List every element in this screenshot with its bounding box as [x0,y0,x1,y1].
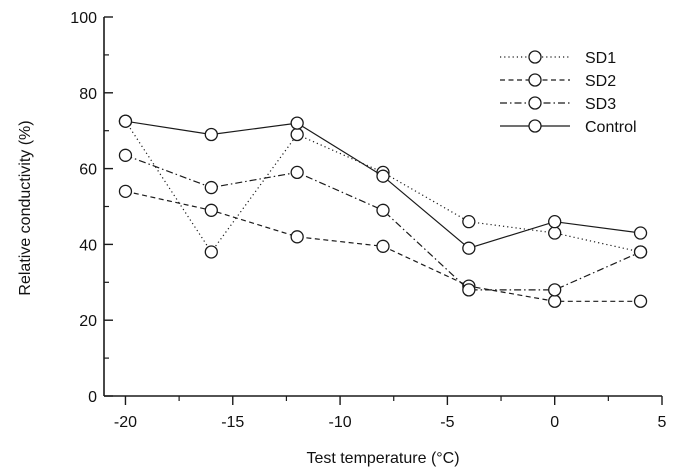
y-tick-label: 20 [79,313,97,330]
legend-marker [528,73,542,87]
legend-item-sd2: SD2 [500,73,616,90]
data-point [548,283,562,297]
data-point [633,245,648,259]
x-axis-ticks: -20 -15 -10 -5 0 5 [114,396,667,431]
y-axis-ticks: 0 20 40 60 80 100 [70,10,113,406]
legend-label: SD2 [585,73,616,90]
x-tick-label: 0 [550,414,559,431]
y-tick-label: 40 [79,237,97,254]
y-tick-label: 0 [88,389,97,406]
x-tick-label: -10 [329,414,352,431]
data-point [633,226,648,240]
data-point [118,184,133,198]
legend-label: SD1 [585,50,616,67]
y-axis-title: Relative conductivity (%) [17,120,34,295]
data-point [290,116,304,130]
legend: SD1 SD2 SD3 Control [500,50,637,136]
data-point [204,245,218,259]
x-tick-label: -15 [221,414,244,431]
x-tick-label: 5 [658,414,667,431]
data-point [548,294,562,308]
series-layer [118,114,648,308]
data-point [290,127,304,142]
legend-item-sd1: SD1 [500,50,616,67]
data-point [548,226,562,240]
series-sd3 [118,148,648,297]
data-point [462,283,476,297]
legend-item-sd3: SD3 [500,96,616,113]
legend-marker [528,96,542,110]
data-point [290,165,304,180]
data-point [376,239,390,253]
x-axis-title: Test temperature (°C) [306,450,459,467]
series-line [124,120,641,254]
series-sd1 [118,114,648,259]
data-point [290,230,304,244]
x-tick-label: -20 [114,414,137,431]
data-point [204,180,218,195]
x-tick-label: -5 [440,414,454,431]
data-point [118,148,133,162]
data-point [204,203,218,217]
data-point [462,241,476,255]
data-point [548,215,562,229]
y-tick-label: 80 [79,86,97,103]
data-point [462,215,476,229]
data-point [118,114,133,128]
legend-marker [528,119,542,133]
data-point [376,169,390,183]
legend-item-control: Control [500,119,637,136]
data-point [633,294,648,308]
series-control [118,114,648,255]
y-tick-label: 100 [70,10,97,27]
legend-marker [528,50,542,64]
series-sd2 [118,184,648,308]
data-point [204,127,218,142]
legend-label: SD3 [585,96,616,113]
y-tick-label: 60 [79,162,97,179]
data-point [376,203,390,217]
legend-label: Control [585,119,637,136]
